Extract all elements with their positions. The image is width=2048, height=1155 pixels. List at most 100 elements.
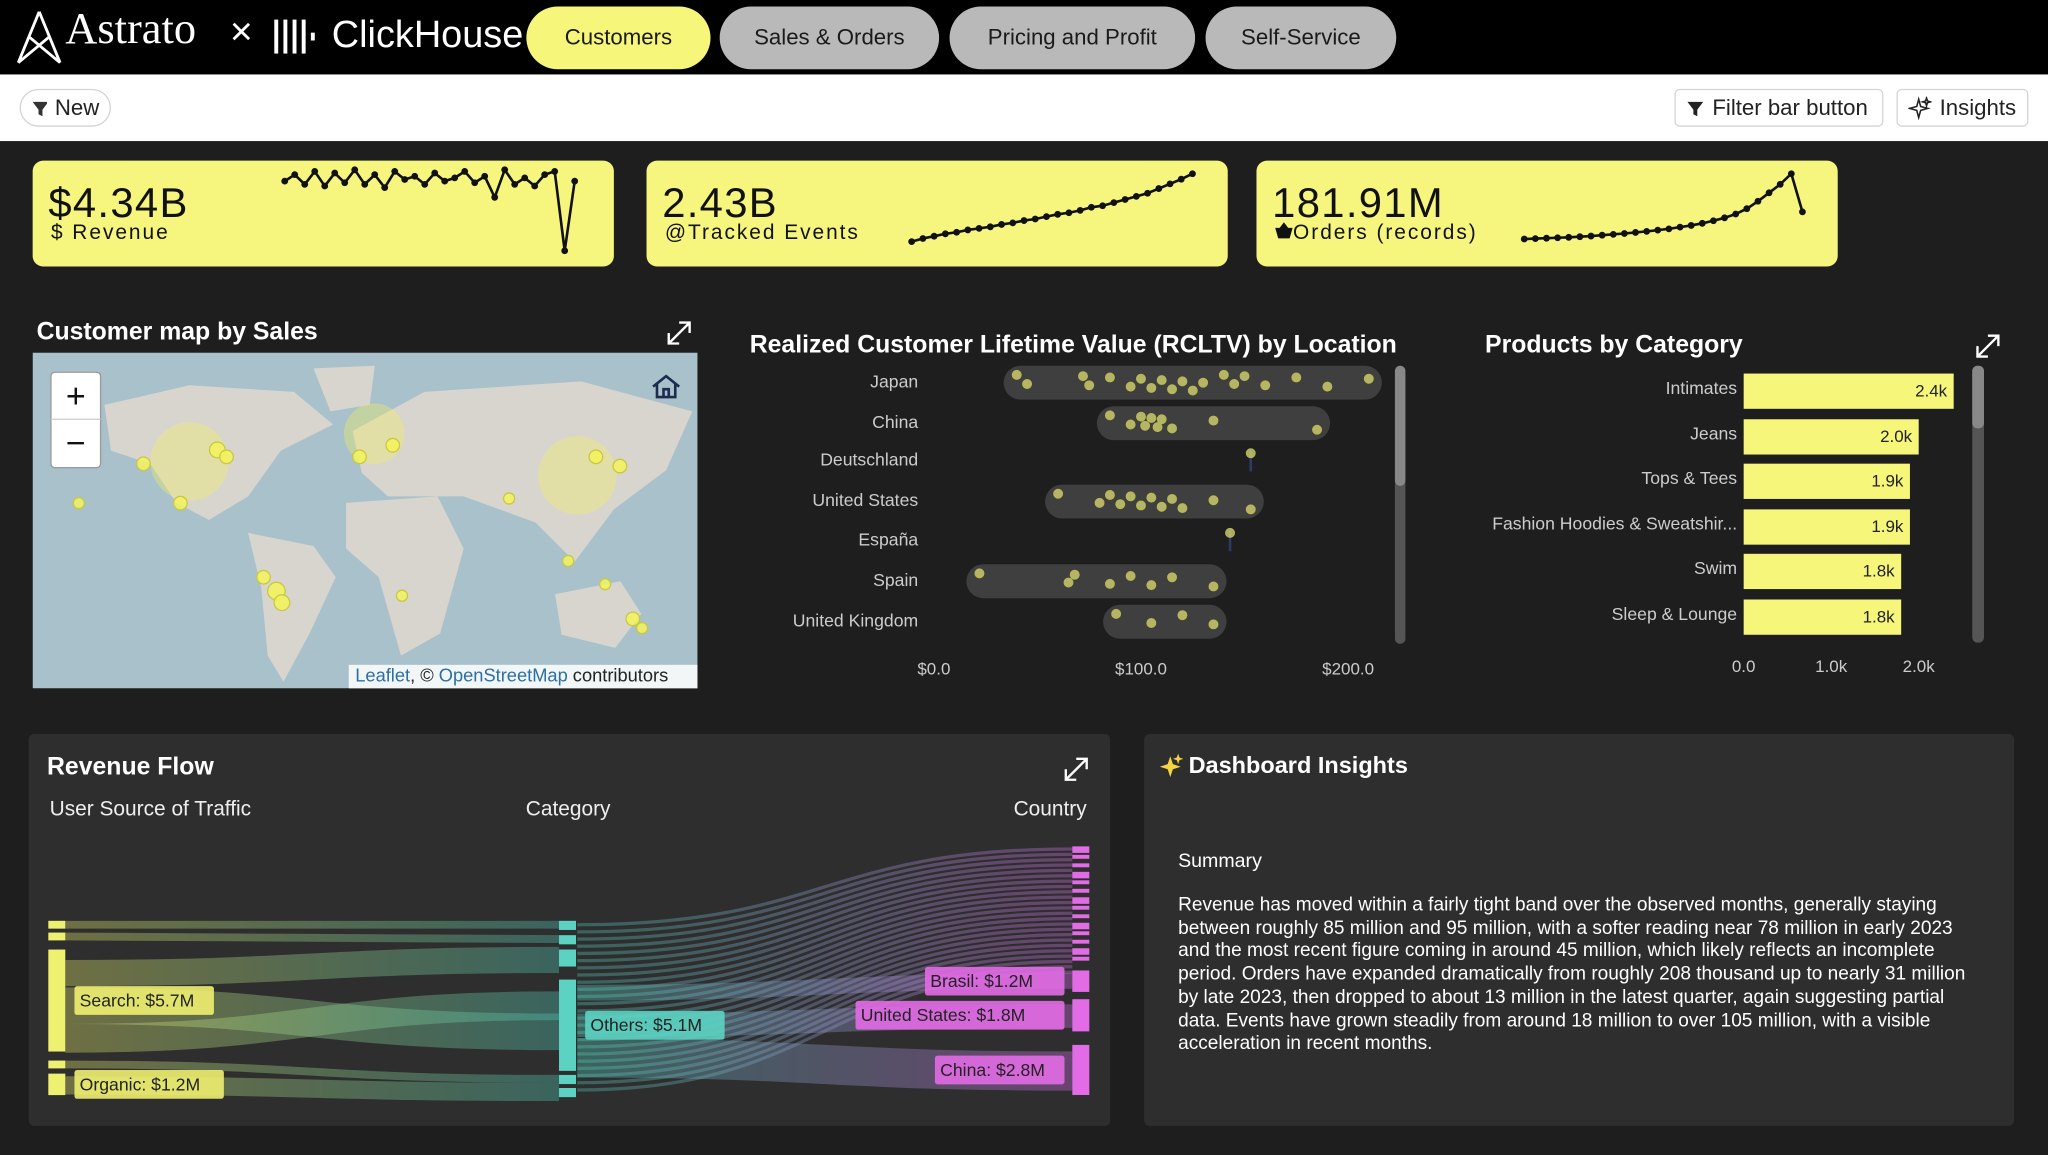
strip-point: [1167, 384, 1178, 395]
filter-bar-button[interactable]: Filter bar button: [1674, 88, 1884, 127]
kpi-value: $4.34B: [48, 178, 189, 226]
bar: [1743, 463, 1910, 499]
spark-point: [301, 180, 309, 188]
sankey-node-small: [559, 935, 576, 945]
home-button[interactable]: [652, 374, 680, 399]
strip-point: [1245, 504, 1256, 515]
map-marker: [598, 577, 612, 591]
map-marker: [612, 458, 628, 474]
spark-point: [351, 166, 359, 174]
spark-point: [919, 235, 927, 242]
sankey-label: Organic: $1.2M: [80, 1074, 201, 1094]
spark-point: [1732, 210, 1740, 218]
sankey-node-small: [1072, 956, 1090, 961]
spark-point: [291, 171, 299, 179]
spark-point: [1676, 223, 1684, 231]
spark-point: [1554, 234, 1562, 242]
x-tick-label: $0.0: [917, 660, 950, 679]
spark-point: [551, 168, 559, 175]
strip-point: [1146, 618, 1157, 628]
strip-point: [1229, 379, 1240, 389]
strip-point: [1094, 497, 1105, 508]
products-title: Products by Category: [1485, 332, 1743, 359]
strip-point: [1208, 415, 1219, 426]
spark-point: [1665, 225, 1673, 233]
spark-point: [1687, 222, 1695, 229]
flow: [577, 890, 1073, 984]
tab[interactable]: Pricing and Profit: [949, 6, 1196, 70]
spark-point: [1009, 219, 1017, 227]
category-label: España: [858, 529, 918, 549]
spark-point: [321, 182, 329, 190]
kpi-label: Orders (records): [1275, 222, 1478, 246]
spark-point: [1531, 235, 1539, 242]
scrollbar[interactable]: [1972, 365, 1984, 643]
zoom-control: + −: [50, 371, 102, 469]
rcltv-title: Realized Customer Lifetime Value (RCLTV)…: [750, 332, 1397, 359]
sparkle-icon: [1908, 95, 1932, 120]
category-label: China: [872, 412, 918, 432]
sankey-node: [48, 1073, 66, 1096]
strip-point: [1177, 376, 1188, 387]
flow: [577, 879, 1073, 970]
strip-point: [1053, 488, 1064, 499]
sparkline: [1524, 171, 1804, 241]
range-band: [1003, 365, 1382, 400]
scroll-thumb[interactable]: [1394, 365, 1406, 486]
attribution-link[interactable]: OpenStreetMap: [439, 664, 568, 685]
sankey-label: Search: $5.7M: [80, 991, 195, 1011]
strip-point: [1225, 527, 1236, 538]
map: [32, 352, 698, 689]
spark-point: [1076, 207, 1084, 214]
spark-point: [501, 166, 509, 174]
sankey-label-box: [855, 1000, 1065, 1030]
kpi-icon: $: [50, 222, 65, 245]
button-label: Insights: [1939, 94, 2017, 120]
strip-point: [974, 568, 985, 579]
basket-icon: [1275, 222, 1293, 239]
sankey-node-small: [559, 1087, 576, 1098]
filter-icon: [32, 101, 47, 116]
insights-panel: [1144, 734, 2015, 1126]
category-label: Fashion Hoodies & Sweatshir...: [1492, 514, 1737, 534]
strip-point: [1208, 619, 1219, 630]
map-marker: [273, 594, 291, 612]
scroll-thumb[interactable]: [1972, 365, 1984, 429]
spark-point: [1765, 189, 1773, 197]
spark-point: [1654, 226, 1662, 234]
sankey-node-small: [1072, 905, 1090, 910]
partner-logo: [274, 19, 315, 54]
category-label: Japan: [870, 371, 918, 391]
strip-point: [1167, 572, 1178, 583]
spark-point: [1776, 180, 1784, 188]
new-filter-button[interactable]: New: [19, 88, 112, 127]
insights-button[interactable]: Insights: [1896, 88, 2029, 127]
sankey-label-box: [585, 1010, 725, 1040]
kpi-card: 181.91M Orders (records): [1256, 160, 1838, 267]
flow: [577, 863, 1073, 948]
sankey-node-small: [1072, 931, 1090, 936]
attribution-link[interactable]: Leaflet: [355, 664, 410, 685]
button-label: Filter bar button: [1712, 94, 1868, 120]
tab[interactable]: Sales & Orders: [719, 6, 940, 70]
category-label: Tops & Tees: [1641, 468, 1737, 488]
spark-point: [1632, 229, 1639, 236]
flow: [577, 852, 1073, 934]
map-marker: [625, 611, 641, 627]
spark-point: [986, 223, 994, 231]
kpi-card: $4.34B $ Revenue: [32, 160, 614, 267]
zoom-in[interactable]: +: [66, 377, 86, 415]
category-label: United States: [812, 490, 918, 510]
kpi-icon: @: [664, 222, 688, 245]
sankey-node: [559, 979, 576, 1071]
spark-point: [1132, 192, 1140, 200]
tab[interactable]: Customers: [526, 6, 711, 70]
spark-point: [391, 168, 399, 175]
spark-point: [411, 172, 419, 180]
bar: [1743, 553, 1902, 590]
zoom-out[interactable]: −: [66, 424, 86, 462]
tab[interactable]: Self-Service: [1205, 6, 1397, 70]
button-label: New: [54, 94, 100, 120]
sankey-node-small: [559, 1074, 576, 1085]
spark-point: [421, 180, 429, 188]
